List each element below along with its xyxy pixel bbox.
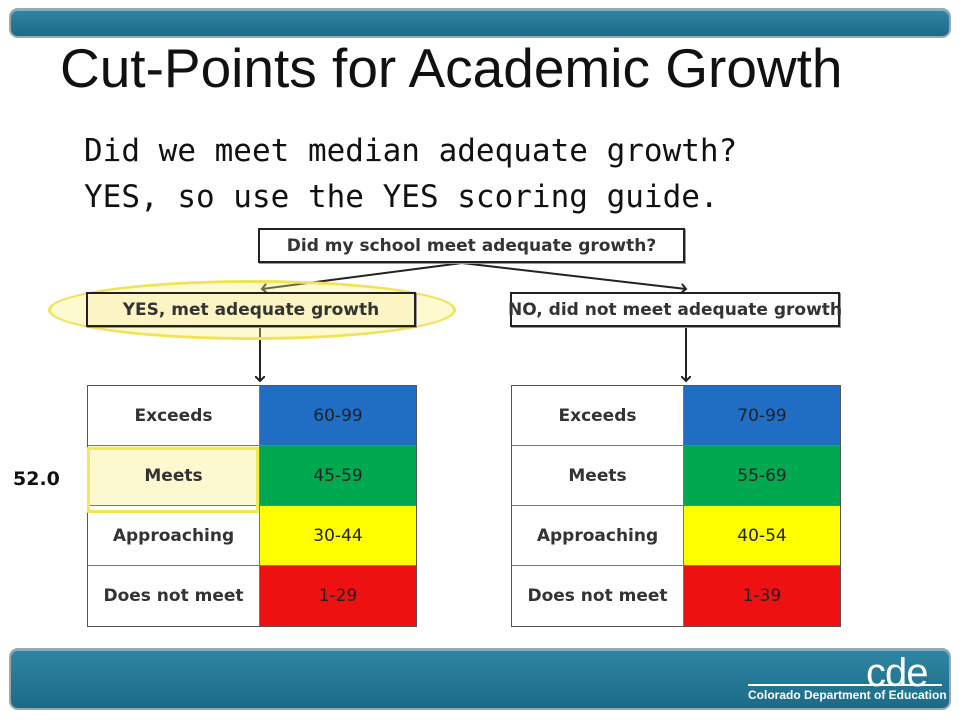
rating-range: 70-99 <box>684 386 840 445</box>
cde-logo: cde <box>866 651 928 695</box>
table-row: Does not meet 1-39 <box>512 566 840 626</box>
rating-range: 55-69 <box>684 446 840 505</box>
bottom-banner <box>9 648 951 710</box>
rating-range: 30-44 <box>260 506 416 565</box>
rating-label: Does not meet <box>88 566 260 626</box>
rating-label: Approaching <box>88 506 260 565</box>
no-scoring-table: Exceeds 70-99 Meets 55-69 Approaching 40… <box>511 385 841 627</box>
slide-title: Cut-Points for Academic Growth <box>60 37 843 99</box>
rating-range: 40-54 <box>684 506 840 565</box>
subtitle-question: Did we meet median adequate growth? <box>84 133 738 169</box>
organization-name: Colorado Department of Education <box>748 688 947 702</box>
flow-yes-branch: YES, met adequate growth <box>86 292 416 327</box>
logo-divider <box>748 684 942 686</box>
table-row: Exceeds 70-99 <box>512 386 840 446</box>
rating-label: Approaching <box>512 506 684 565</box>
school-score: 52.0 <box>13 468 60 490</box>
meets-highlight-frame <box>87 447 259 513</box>
subtitle-answer: YES, so use the YES scoring guide. <box>84 179 719 215</box>
rating-range: 45-59 <box>260 446 416 505</box>
rating-label: Meets <box>88 446 260 505</box>
rating-label: Meets <box>512 446 684 505</box>
rating-label: Exceeds <box>88 386 260 445</box>
table-row: Meets 45-59 <box>88 446 416 506</box>
top-banner <box>9 8 951 38</box>
flow-no-branch: NO, did not meet adequate growth <box>508 292 842 327</box>
rating-range: 1-29 <box>260 566 416 626</box>
rating-label: Does not meet <box>512 566 684 626</box>
table-row: Approaching 30-44 <box>88 506 416 566</box>
table-row: Exceeds 60-99 <box>88 386 416 446</box>
rating-range: 1-39 <box>684 566 840 626</box>
rating-label: Exceeds <box>512 386 684 445</box>
connector-root-to-no <box>461 262 686 289</box>
table-row: Does not meet 1-29 <box>88 566 416 626</box>
table-row: Meets 55-69 <box>512 446 840 506</box>
table-row: Approaching 40-54 <box>512 506 840 566</box>
flow-root-question: Did my school meet adequate growth? <box>258 228 685 263</box>
rating-range: 60-99 <box>260 386 416 445</box>
